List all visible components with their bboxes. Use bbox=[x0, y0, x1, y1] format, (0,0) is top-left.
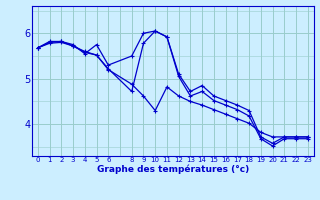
X-axis label: Graphe des températures (°c): Graphe des températures (°c) bbox=[97, 165, 249, 174]
